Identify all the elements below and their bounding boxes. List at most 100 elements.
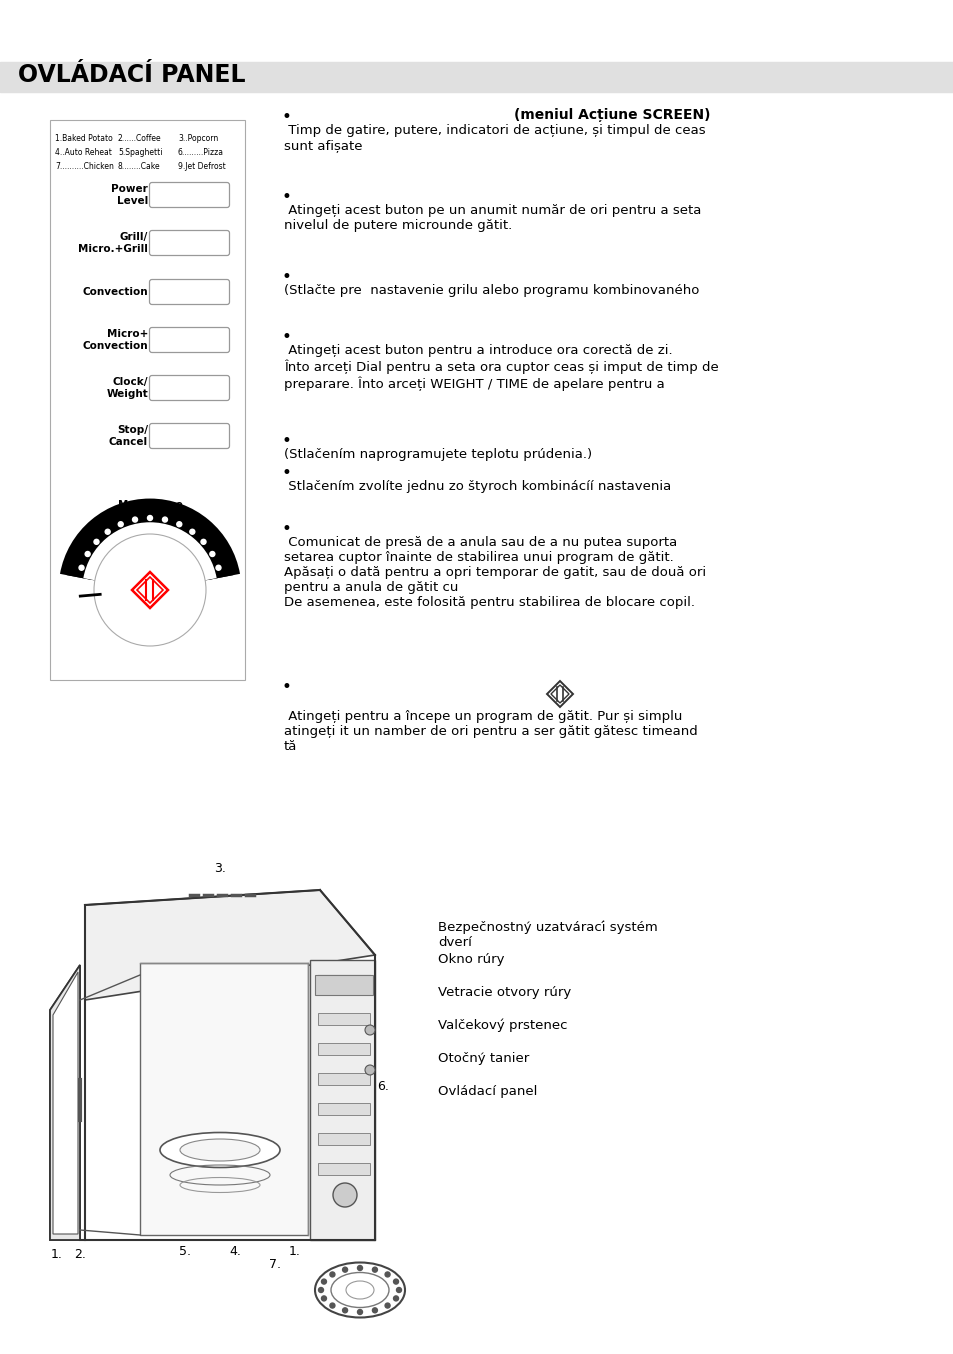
Text: 3.: 3. <box>213 862 226 875</box>
Text: 1.: 1. <box>51 1248 63 1261</box>
Text: Convection: Convection <box>82 287 148 297</box>
Text: (Stlačením naprogramujete teplotu prúdenia.): (Stlačením naprogramujete teplotu prúden… <box>284 448 592 460</box>
Circle shape <box>365 1025 375 1034</box>
Text: Micro+
Convection: Micro+ Convection <box>82 329 148 351</box>
Bar <box>310 960 375 1240</box>
Bar <box>140 963 308 1235</box>
Text: (meniul Acțiune SCREEN): (meniul Acțiune SCREEN) <box>514 108 709 122</box>
Text: Valčekový prstenec: Valčekový prstenec <box>437 1020 567 1033</box>
Text: Stop/
Cancel: Stop/ Cancel <box>109 425 148 447</box>
Text: 2......Coffee: 2......Coffee <box>118 134 161 144</box>
Text: •: • <box>282 432 292 450</box>
Bar <box>317 1013 370 1025</box>
Text: •: • <box>282 464 292 482</box>
Polygon shape <box>50 965 80 1240</box>
Text: Clock/
Weight: Clock/ Weight <box>106 378 148 399</box>
Circle shape <box>118 521 123 527</box>
Text: 4.: 4. <box>229 1244 241 1258</box>
Text: •: • <box>282 520 292 538</box>
Circle shape <box>94 539 99 544</box>
Text: 5.: 5. <box>179 1244 191 1258</box>
Text: •: • <box>282 678 292 696</box>
Circle shape <box>162 517 168 523</box>
Text: 6.: 6. <box>376 1080 389 1093</box>
Ellipse shape <box>314 1262 405 1317</box>
Circle shape <box>372 1267 377 1273</box>
Circle shape <box>357 1266 362 1270</box>
Circle shape <box>385 1271 390 1277</box>
Circle shape <box>190 529 194 535</box>
Circle shape <box>105 529 110 535</box>
Ellipse shape <box>331 1273 389 1308</box>
Text: 5.Spaghetti: 5.Spaghetti <box>118 148 162 157</box>
Text: 7.: 7. <box>269 1258 281 1271</box>
Circle shape <box>372 1308 377 1313</box>
Text: 9.Jet Defrost: 9.Jet Defrost <box>178 162 226 171</box>
Text: •: • <box>282 188 292 206</box>
Bar <box>317 1133 370 1145</box>
Text: Atingeți acest buton pentru a introduce ora corectă de zi.
Înto arceți Dial pent: Atingeți acest buton pentru a introduce … <box>284 344 718 390</box>
Circle shape <box>215 565 221 570</box>
Text: Otočný tanier: Otočný tanier <box>437 1052 529 1066</box>
Circle shape <box>176 521 182 527</box>
Circle shape <box>396 1288 401 1293</box>
Ellipse shape <box>160 1132 280 1167</box>
Text: •: • <box>282 328 292 347</box>
Text: (Stlačte pre  nastavenie grilu alebo programu kombinovaného: (Stlačte pre nastavenie grilu alebo prog… <box>284 284 699 297</box>
Text: 6.........Pizza: 6.........Pizza <box>178 148 224 157</box>
Text: Ovládací panel: Ovládací panel <box>437 1085 537 1098</box>
Polygon shape <box>137 577 163 603</box>
Circle shape <box>94 533 206 646</box>
Circle shape <box>132 517 137 523</box>
Text: Menu/Time: Menu/Time <box>117 500 182 510</box>
Polygon shape <box>546 681 573 707</box>
Polygon shape <box>53 972 78 1233</box>
Polygon shape <box>132 571 168 608</box>
Text: Vetracie otvory rúry: Vetracie otvory rúry <box>437 986 571 999</box>
Circle shape <box>385 1303 390 1308</box>
Ellipse shape <box>180 1139 260 1160</box>
Circle shape <box>330 1271 335 1277</box>
Text: Bezpečnostný uzatvárací systém
dverí: Bezpečnostný uzatvárací systém dverí <box>437 919 657 949</box>
Circle shape <box>321 1280 326 1284</box>
Circle shape <box>365 1066 375 1075</box>
Text: Stlačením zvolíte jednu zo štyroch kombinácíí nastavenia: Stlačením zvolíte jednu zo štyroch kombi… <box>284 481 671 493</box>
Circle shape <box>357 1309 362 1315</box>
Bar <box>317 1072 370 1085</box>
Text: Power
Level: Power Level <box>112 184 148 206</box>
Text: Atingeți acest buton pe un anumit număr de ori pentru a seta
nivelul de putere m: Atingeți acest buton pe un anumit număr … <box>284 204 700 232</box>
Text: 1.: 1. <box>289 1244 300 1258</box>
Circle shape <box>342 1308 347 1313</box>
Circle shape <box>333 1183 356 1206</box>
Circle shape <box>318 1288 323 1293</box>
Text: 2.: 2. <box>74 1248 86 1261</box>
Text: Comunicat de presă de a anula sau de a nu putea suporta
setarea cuptor înainte d: Comunicat de presă de a anula sau de a n… <box>284 536 705 609</box>
Circle shape <box>394 1296 398 1301</box>
FancyBboxPatch shape <box>150 424 230 448</box>
Text: •: • <box>282 108 292 126</box>
Polygon shape <box>85 890 375 1001</box>
Bar <box>0 62 953 92</box>
FancyBboxPatch shape <box>150 328 230 352</box>
Circle shape <box>330 1303 335 1308</box>
FancyBboxPatch shape <box>150 230 230 256</box>
Bar <box>50 121 245 680</box>
Text: Timp de gatire, putere, indicatori de acțiune, și timpul de ceas
sunt afișate: Timp de gatire, putere, indicatori de ac… <box>284 125 705 152</box>
Circle shape <box>79 565 84 570</box>
FancyBboxPatch shape <box>150 375 230 401</box>
Circle shape <box>201 539 206 544</box>
Text: OVLÁDACÍ PANEL: OVLÁDACÍ PANEL <box>18 64 245 87</box>
Text: 8........Cake: 8........Cake <box>118 162 160 171</box>
FancyBboxPatch shape <box>150 279 230 305</box>
FancyBboxPatch shape <box>150 183 230 207</box>
Circle shape <box>321 1296 326 1301</box>
Text: Atingeți pentru a începe un program de gătit. Pur și simplu
atingeți it un nambe: Atingeți pentru a începe un program de g… <box>284 709 697 753</box>
Circle shape <box>394 1280 398 1284</box>
Text: 3..Popcorn: 3..Popcorn <box>178 134 218 144</box>
Bar <box>317 1043 370 1055</box>
Circle shape <box>210 551 214 556</box>
Text: 7..........Chicken: 7..........Chicken <box>55 162 113 171</box>
Text: Grill/
Micro.+Grill: Grill/ Micro.+Grill <box>78 232 148 253</box>
Ellipse shape <box>346 1281 374 1298</box>
Text: 1.Baked Potato: 1.Baked Potato <box>55 134 112 144</box>
